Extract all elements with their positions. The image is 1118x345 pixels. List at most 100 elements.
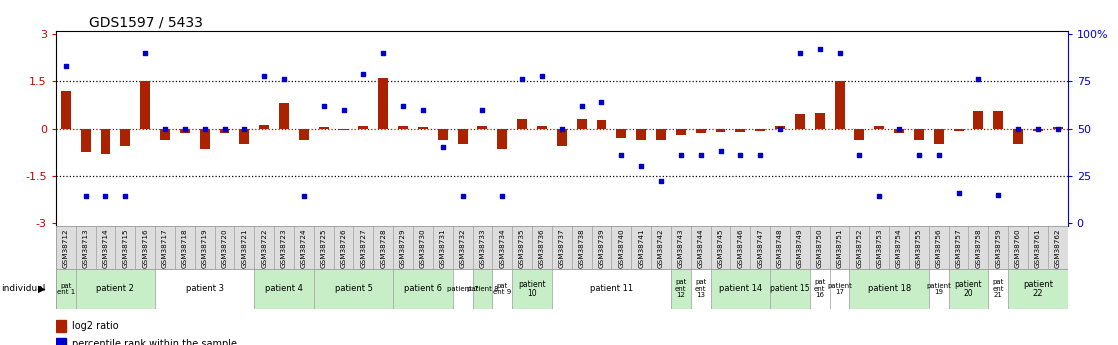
Point xyxy=(613,152,631,158)
Point xyxy=(196,126,214,131)
Text: GSM38741: GSM38741 xyxy=(638,228,644,268)
Text: GSM38754: GSM38754 xyxy=(896,228,902,268)
Bar xyxy=(294,226,314,269)
Bar xyxy=(333,226,353,269)
Point xyxy=(811,47,828,52)
Text: GSM38723: GSM38723 xyxy=(281,228,287,268)
Bar xyxy=(736,128,746,132)
Point xyxy=(236,126,254,131)
Point xyxy=(116,194,134,199)
Point xyxy=(790,50,808,56)
Bar xyxy=(359,126,368,128)
Text: GSM38736: GSM38736 xyxy=(539,228,544,268)
Text: pat
ent 9: pat ent 9 xyxy=(493,283,511,295)
Bar xyxy=(433,226,453,269)
Bar xyxy=(591,226,612,269)
Bar xyxy=(795,114,805,128)
Point xyxy=(1049,126,1067,131)
Bar xyxy=(636,128,646,139)
Text: GSM38716: GSM38716 xyxy=(142,228,149,268)
Bar xyxy=(394,269,453,309)
Bar xyxy=(512,269,552,309)
Point xyxy=(513,77,531,82)
Point xyxy=(851,152,869,158)
Bar xyxy=(993,111,1003,128)
Text: GSM38726: GSM38726 xyxy=(341,228,347,268)
Text: individual: individual xyxy=(1,284,46,294)
Text: GSM38725: GSM38725 xyxy=(321,228,326,268)
Point xyxy=(295,194,313,199)
Bar xyxy=(80,128,91,152)
Point xyxy=(454,194,472,199)
Text: patient
17: patient 17 xyxy=(827,283,852,295)
Point xyxy=(731,152,749,158)
Text: GSM38722: GSM38722 xyxy=(262,228,267,268)
Text: log2 ratio: log2 ratio xyxy=(72,321,119,331)
Bar xyxy=(473,226,492,269)
Text: GSM38750: GSM38750 xyxy=(817,228,823,268)
Bar xyxy=(160,128,170,139)
Point xyxy=(572,103,590,109)
Bar xyxy=(418,127,428,128)
Bar xyxy=(770,226,790,269)
Point xyxy=(275,77,293,82)
Point xyxy=(157,126,174,131)
Bar xyxy=(854,128,864,139)
Bar xyxy=(597,120,606,128)
Text: patient 5: patient 5 xyxy=(334,284,372,294)
Text: GSM38734: GSM38734 xyxy=(500,228,505,268)
Text: GSM38732: GSM38732 xyxy=(459,228,465,268)
Text: GSM38762: GSM38762 xyxy=(1054,228,1061,268)
Bar xyxy=(195,226,215,269)
Text: GSM38733: GSM38733 xyxy=(480,228,485,268)
Point xyxy=(414,107,432,112)
Point xyxy=(831,50,849,56)
Text: GSM38751: GSM38751 xyxy=(836,228,843,268)
Bar xyxy=(532,226,552,269)
Point xyxy=(255,73,273,78)
Bar xyxy=(830,226,850,269)
Point xyxy=(77,194,95,199)
Text: patient 7: patient 7 xyxy=(447,286,479,292)
Point xyxy=(1029,126,1046,131)
Point xyxy=(57,63,75,69)
Text: GSM38737: GSM38737 xyxy=(559,228,565,268)
Bar xyxy=(378,78,388,128)
Text: GDS1597 / 5433: GDS1597 / 5433 xyxy=(89,15,203,29)
Text: GSM38738: GSM38738 xyxy=(579,228,585,268)
Text: GSM38727: GSM38727 xyxy=(360,228,367,268)
Point xyxy=(96,194,114,199)
Bar xyxy=(438,128,447,139)
Text: patient 18: patient 18 xyxy=(868,284,911,294)
Bar xyxy=(809,269,830,309)
Point xyxy=(652,179,670,184)
Text: GSM38742: GSM38742 xyxy=(659,228,664,268)
Text: GSM38714: GSM38714 xyxy=(103,228,108,268)
Text: pat
ent
16: pat ent 16 xyxy=(814,279,825,298)
Bar xyxy=(314,269,394,309)
Text: GSM38743: GSM38743 xyxy=(678,228,684,268)
Bar xyxy=(913,128,923,139)
Bar xyxy=(790,226,809,269)
Bar xyxy=(870,226,889,269)
Text: GSM38756: GSM38756 xyxy=(936,228,941,268)
Bar xyxy=(695,128,705,133)
Bar xyxy=(671,269,691,309)
Point xyxy=(354,71,372,77)
Bar xyxy=(498,128,508,149)
Bar xyxy=(874,126,884,128)
Point xyxy=(553,126,571,131)
Text: GSM38749: GSM38749 xyxy=(797,228,803,268)
Text: patient 11: patient 11 xyxy=(590,284,633,294)
Bar xyxy=(809,226,830,269)
Bar xyxy=(834,81,844,128)
Point xyxy=(771,126,789,131)
Bar xyxy=(314,226,333,269)
Text: GSM38745: GSM38745 xyxy=(718,228,723,268)
Bar xyxy=(1053,127,1063,128)
Bar xyxy=(974,111,984,128)
Bar xyxy=(691,269,711,309)
Bar xyxy=(571,226,591,269)
Text: GSM38746: GSM38746 xyxy=(738,228,743,268)
Text: GSM38718: GSM38718 xyxy=(182,228,188,268)
